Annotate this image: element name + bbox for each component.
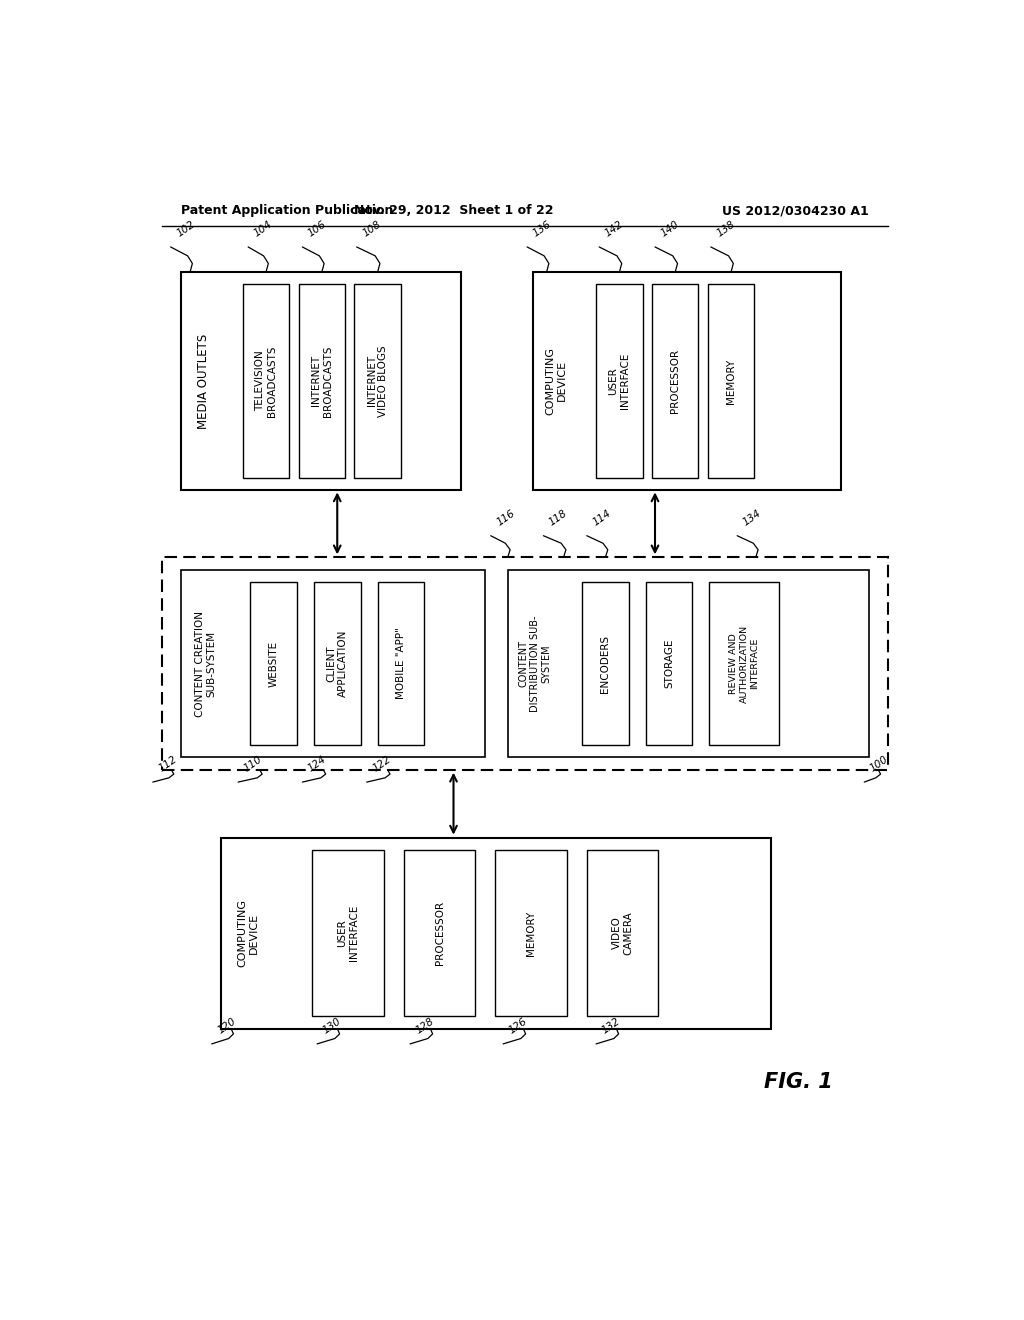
Text: 104: 104 <box>252 219 274 239</box>
Text: VIDEO
CAMERA: VIDEO CAMERA <box>611 911 633 954</box>
Text: 134: 134 <box>741 508 763 528</box>
Text: ENCODERS: ENCODERS <box>600 635 610 693</box>
Bar <box>587 850 658 1016</box>
Bar <box>162 557 888 770</box>
Text: 108: 108 <box>360 219 383 239</box>
Text: INTERNET
VIDEO BLOGS: INTERNET VIDEO BLOGS <box>367 345 388 417</box>
Text: 140: 140 <box>659 219 681 239</box>
Text: 120: 120 <box>216 1016 238 1036</box>
Text: US 2012/0304230 A1: US 2012/0304230 A1 <box>722 205 869 218</box>
Text: CONTENT
DISTRIBUTION SUB-
SYSTEM: CONTENT DISTRIBUTION SUB- SYSTEM <box>518 615 552 711</box>
Text: MEMORY: MEMORY <box>526 911 536 956</box>
Text: 112: 112 <box>157 754 179 774</box>
Text: COMPUTING
DEVICE: COMPUTING DEVICE <box>238 899 259 968</box>
Text: 122: 122 <box>371 754 392 774</box>
Text: Nov. 29, 2012  Sheet 1 of 22: Nov. 29, 2012 Sheet 1 of 22 <box>353 205 553 218</box>
Bar <box>652 284 698 478</box>
Text: STORAGE: STORAGE <box>664 639 674 688</box>
Bar <box>583 582 629 744</box>
Text: 132: 132 <box>600 1016 623 1036</box>
Bar <box>312 850 384 1016</box>
Text: 138: 138 <box>715 219 737 239</box>
Bar <box>180 570 484 758</box>
Text: FIG. 1: FIG. 1 <box>764 1072 833 1093</box>
Bar <box>221 838 771 1028</box>
Text: INTERNET
BROADCASTS: INTERNET BROADCASTS <box>311 346 333 417</box>
Text: USER
INTERFACE: USER INTERFACE <box>608 352 630 409</box>
Bar <box>532 272 841 490</box>
Bar <box>646 582 692 744</box>
Text: MOBILE "APP": MOBILE "APP" <box>396 627 406 700</box>
Bar <box>243 284 289 478</box>
Text: 110: 110 <box>242 754 264 774</box>
Bar <box>180 272 461 490</box>
Text: 116: 116 <box>495 508 517 528</box>
Text: 136: 136 <box>531 219 553 239</box>
Text: 128: 128 <box>414 1016 436 1036</box>
Text: 142: 142 <box>603 219 626 239</box>
Bar <box>710 582 779 744</box>
Bar <box>378 582 424 744</box>
Bar <box>299 284 345 478</box>
Bar <box>708 284 755 478</box>
Text: 126: 126 <box>507 1016 529 1036</box>
Bar <box>251 582 297 744</box>
Bar <box>496 850 566 1016</box>
Text: Patent Application Publication: Patent Application Publication <box>180 205 393 218</box>
Text: WEBSITE: WEBSITE <box>268 640 279 686</box>
Text: 100: 100 <box>868 754 890 774</box>
Text: CLIENT
APPLICATION: CLIENT APPLICATION <box>327 630 348 697</box>
Bar <box>596 284 643 478</box>
Text: 118: 118 <box>548 508 569 528</box>
Text: MEDIA OUTLETS: MEDIA OUTLETS <box>198 334 211 429</box>
Bar <box>314 582 360 744</box>
Text: CONTENT CREATION
SUB-SYSTEM: CONTENT CREATION SUB-SYSTEM <box>196 611 217 717</box>
Bar <box>354 284 400 478</box>
Text: 114: 114 <box>591 508 612 528</box>
Text: REVIEW AND
AUTHORIZATION
INTERFACE: REVIEW AND AUTHORIZATION INTERFACE <box>729 624 759 702</box>
Text: TELEVISION
BROADCASTS: TELEVISION BROADCASTS <box>255 346 276 417</box>
Text: PROCESSOR: PROCESSOR <box>670 348 680 413</box>
Text: 124: 124 <box>306 754 329 774</box>
Bar <box>508 570 869 758</box>
Text: MEMORY: MEMORY <box>726 358 736 404</box>
Text: 106: 106 <box>306 219 329 239</box>
Text: PROCESSOR: PROCESSOR <box>434 902 444 965</box>
Text: COMPUTING
DEVICE: COMPUTING DEVICE <box>545 347 566 414</box>
Bar <box>403 850 475 1016</box>
Text: USER
INTERFACE: USER INTERFACE <box>337 904 358 961</box>
Text: 102: 102 <box>175 219 197 239</box>
Text: 130: 130 <box>322 1016 343 1036</box>
